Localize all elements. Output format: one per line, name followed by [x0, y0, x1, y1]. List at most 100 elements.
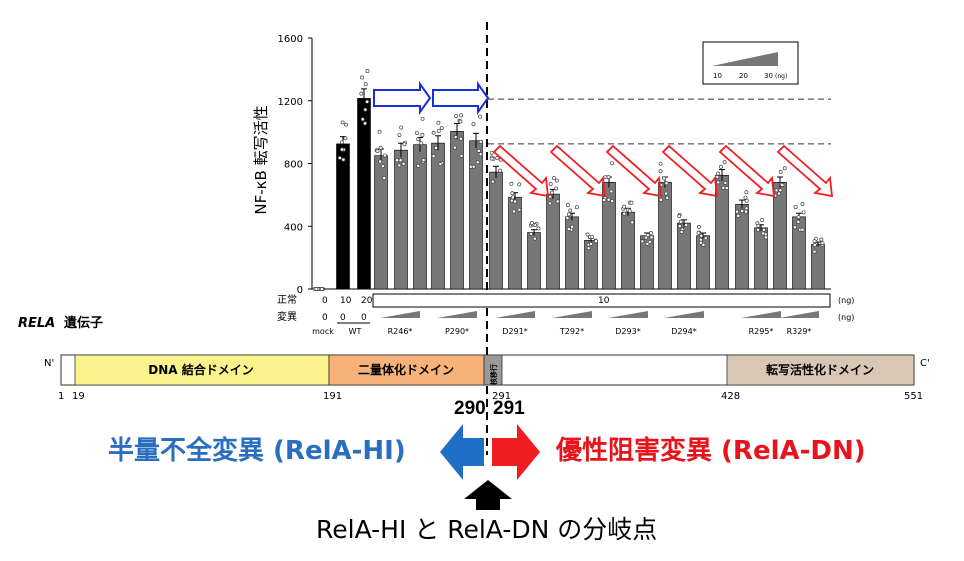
increase-arrows	[373, 80, 490, 116]
data-point	[421, 158, 426, 163]
domain-label: DNA 結合ドメイン	[148, 362, 253, 377]
normal-value: 20	[361, 296, 373, 306]
blue-arrow-icon	[373, 80, 432, 116]
data-point	[340, 120, 345, 125]
y-tick-label: 1200	[278, 97, 303, 108]
data-point	[566, 227, 571, 231]
data-point	[548, 194, 553, 199]
data-point	[478, 114, 482, 119]
data-point	[696, 224, 701, 229]
data-point	[551, 176, 556, 181]
data-point	[703, 236, 708, 241]
position-label: 1	[58, 391, 64, 402]
dose-wedge	[552, 311, 592, 318]
data-point	[398, 158, 403, 163]
domain-dimerization	[328, 354, 485, 386]
data-point	[574, 205, 579, 210]
data-point	[736, 213, 741, 218]
dose-wedge	[608, 311, 648, 318]
data-point	[678, 219, 683, 224]
data-point	[478, 139, 483, 144]
y-ticks: 0 400 800 1200 1600	[278, 34, 312, 296]
bar	[357, 98, 371, 290]
n-terminus: N'	[44, 358, 54, 369]
data-point	[627, 208, 632, 213]
dose-wedge	[741, 311, 781, 318]
data-point	[510, 191, 515, 196]
data-point	[378, 159, 383, 164]
normal-row-label: 正常	[277, 293, 297, 306]
data-point	[819, 237, 824, 242]
data-point	[378, 145, 383, 150]
normal-value: 10	[340, 296, 352, 306]
normal-value: 0	[322, 296, 328, 306]
red-arrow-icon	[776, 144, 834, 198]
data-point	[744, 209, 748, 214]
data-point	[431, 154, 436, 159]
right-arrow-icon	[492, 424, 540, 480]
data-point	[343, 136, 348, 141]
data-point	[513, 199, 517, 204]
data-point	[793, 205, 798, 210]
data-point	[761, 231, 766, 236]
data-point	[475, 160, 480, 165]
dose-wedge	[437, 311, 477, 318]
data-point	[570, 224, 575, 229]
data-point	[458, 136, 463, 141]
data-point	[436, 120, 441, 125]
group-label: mock	[312, 327, 334, 336]
data-point	[610, 199, 615, 203]
data-point	[744, 198, 749, 203]
data-point	[375, 148, 380, 153]
normal-box-value: 10	[598, 296, 610, 306]
data-point	[812, 249, 817, 254]
data-point	[801, 210, 806, 215]
data-point	[606, 197, 611, 202]
mutant-unit: (ng)	[838, 313, 854, 322]
data-point	[532, 236, 537, 241]
red-arrow-icon	[605, 144, 663, 198]
data-point	[568, 208, 573, 213]
data-point	[529, 232, 534, 236]
data-point	[740, 209, 745, 213]
data-point	[471, 164, 476, 169]
position-label: 191	[323, 391, 342, 402]
y-tick-label: 400	[284, 222, 303, 233]
group-label: R295*	[749, 327, 774, 336]
data-point	[314, 287, 319, 291]
data-point	[360, 75, 364, 80]
data-point	[458, 119, 463, 124]
bar	[489, 171, 503, 290]
data-point	[761, 227, 766, 232]
group-label: R329*	[787, 327, 812, 336]
data-point	[644, 235, 649, 240]
blue-arrow-icon	[432, 80, 490, 116]
dose-legend: 10 20 30 (ng)	[702, 41, 799, 85]
data-point	[510, 195, 515, 200]
bar	[336, 143, 350, 290]
data-point	[363, 82, 368, 87]
position-291: 291	[493, 398, 525, 419]
data-point	[397, 163, 402, 168]
data-point	[436, 129, 441, 133]
data-point	[622, 211, 627, 216]
data-point	[735, 209, 740, 214]
data-point	[395, 158, 399, 163]
data-point	[416, 137, 421, 142]
data-point	[724, 186, 729, 190]
data-point	[517, 207, 522, 212]
dose-wedge	[495, 311, 535, 318]
data-point	[602, 198, 607, 203]
group-label: R246*	[388, 327, 413, 336]
data-point	[610, 161, 614, 166]
data-point	[438, 162, 443, 167]
data-point	[590, 235, 595, 239]
mutant-value: 0	[340, 313, 346, 323]
data-point	[743, 195, 748, 200]
position-label: 19	[72, 391, 85, 402]
position-label: 291	[492, 391, 511, 402]
domain-label: 二量体化ドメイン	[358, 362, 454, 377]
data-point	[536, 226, 541, 231]
data-point	[555, 199, 560, 204]
data-point	[565, 215, 570, 220]
